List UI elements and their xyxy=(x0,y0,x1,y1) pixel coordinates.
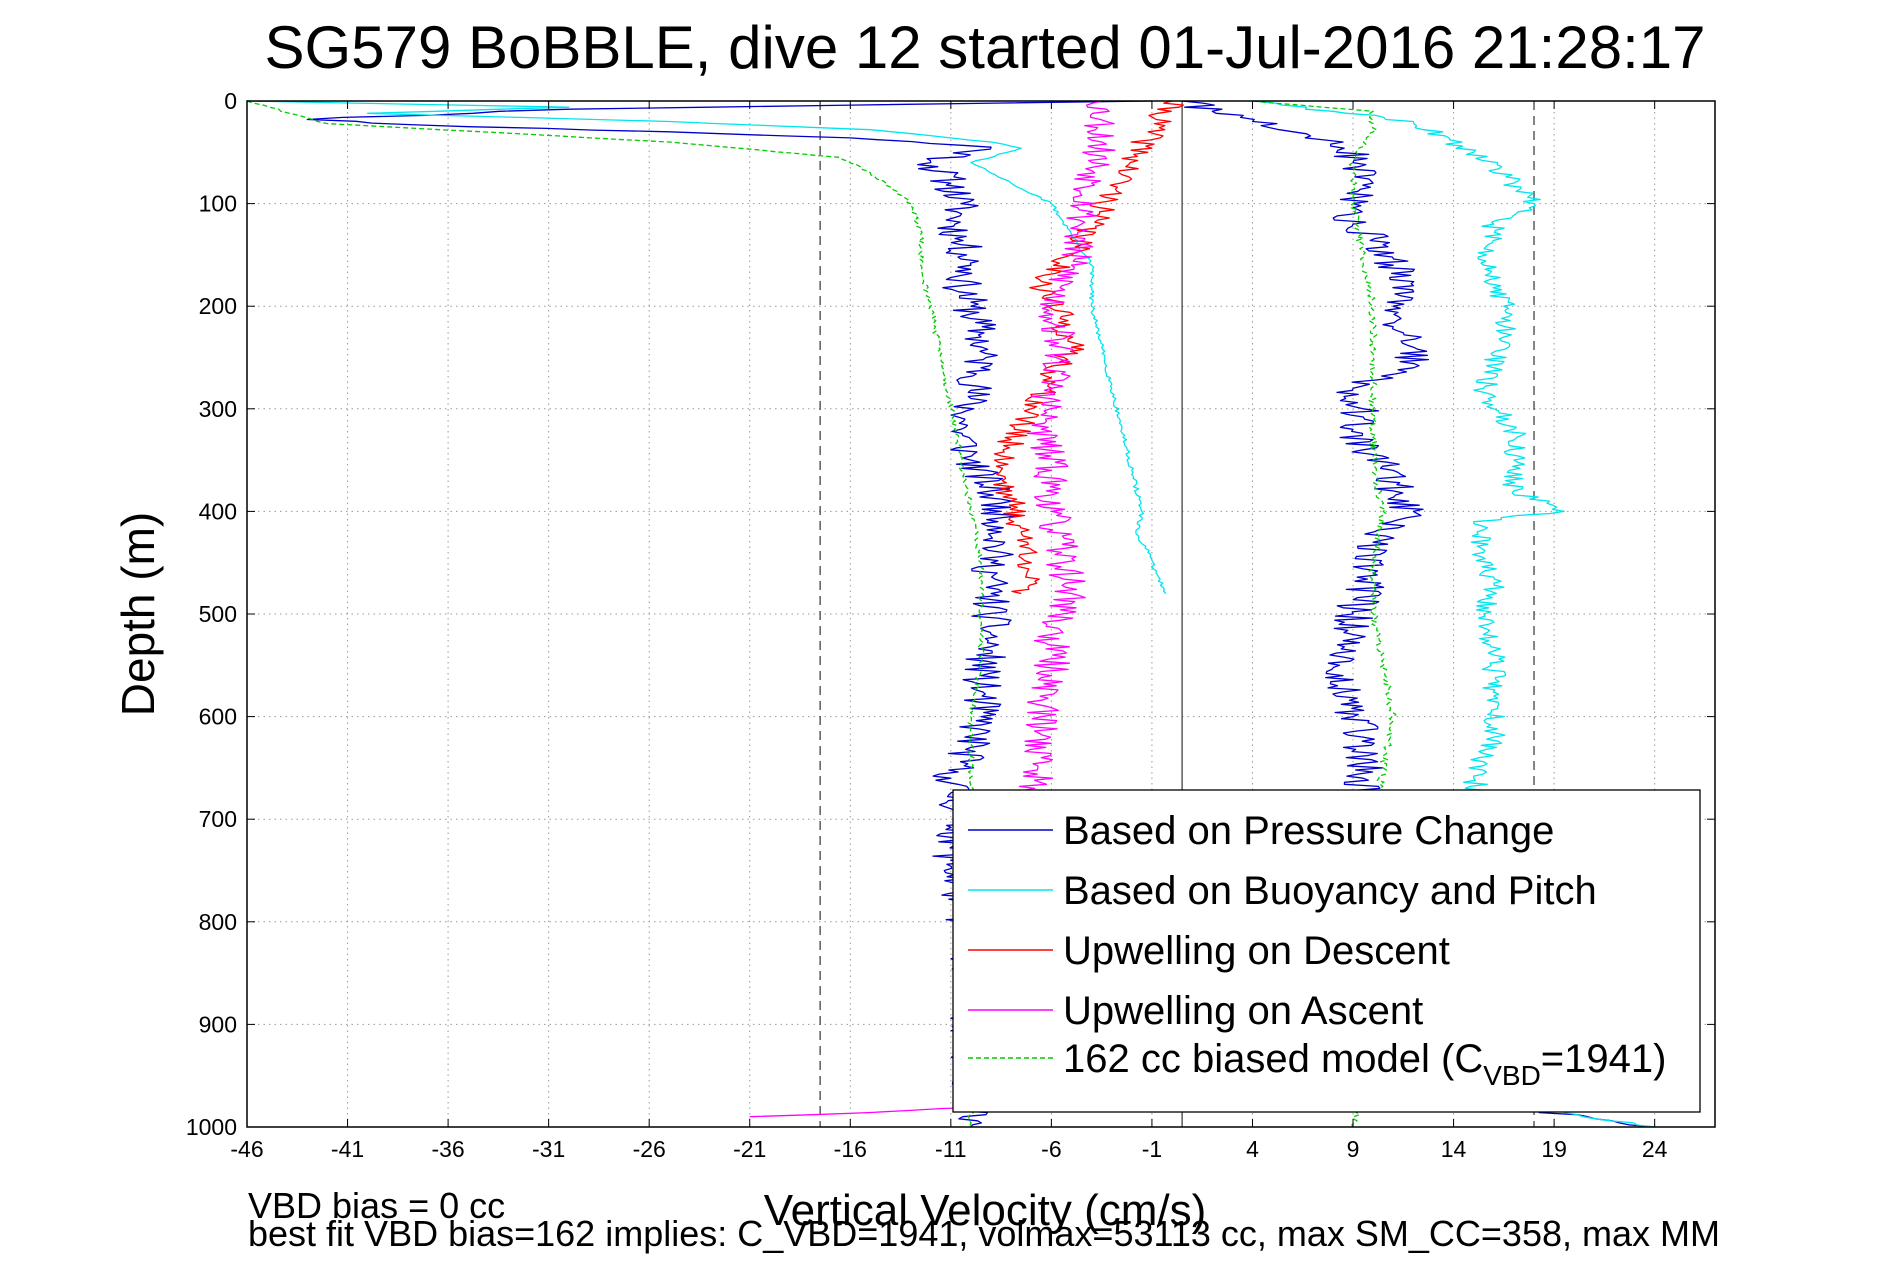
x-tick-label-2: -36 xyxy=(431,1136,464,1162)
legend-label-4: 162 cc biased model (CVBD=1941) xyxy=(1063,1037,1666,1091)
series-line-7 xyxy=(1252,100,1397,1128)
y-tick-label-2: 200 xyxy=(199,293,237,319)
x-tick-label-7: -11 xyxy=(935,1136,967,1162)
x-tick-label-14: 24 xyxy=(1642,1136,1668,1162)
y-tick-label-1: 100 xyxy=(199,191,237,217)
series-line-4 xyxy=(993,100,1185,595)
x-tick-label-6: -16 xyxy=(834,1136,867,1162)
x-tick-label-8: -6 xyxy=(1041,1136,1061,1162)
x-tick-label-1: -41 xyxy=(331,1136,364,1162)
x-tick-label-13: 19 xyxy=(1541,1136,1567,1162)
y-tick-label-8: 800 xyxy=(199,909,237,935)
legend-label-2: Upwelling on Descent xyxy=(1063,929,1450,973)
y-tick-label-9: 900 xyxy=(199,1011,237,1037)
y-tick-label-6: 600 xyxy=(199,704,237,730)
x-tick-label-9: -1 xyxy=(1142,1136,1162,1162)
series-line-2 xyxy=(246,100,1167,594)
legend-label-3: Upwelling on Ascent xyxy=(1063,989,1423,1033)
footnote-vbd-bias: VBD bias = 0 cc xyxy=(248,1185,505,1226)
legend-label-1: Based on Buoyancy and Pitch xyxy=(1063,869,1597,913)
x-tick-label-5: -21 xyxy=(733,1136,766,1162)
y-axis-label: Depth (m) xyxy=(112,512,164,716)
x-tick-label-4: -26 xyxy=(633,1136,666,1162)
legend: Based on Pressure Change Based on Buoyanc… xyxy=(952,789,1701,1113)
y-tick-label-10: 1000 xyxy=(186,1114,237,1140)
y-tick-label-7: 700 xyxy=(199,806,237,832)
y-tick-label-5: 500 xyxy=(199,601,237,627)
x-tick-label-11: 9 xyxy=(1347,1136,1360,1162)
x-tick-labels: -46 -41 -36 -31 -26 -21 -16 -11 -6 -1 4 9 14 19 24 xyxy=(230,101,1668,1162)
x-tick-label-10: 4 xyxy=(1246,1136,1259,1162)
x-tick-label-0: -46 xyxy=(230,1136,263,1162)
legend-box xyxy=(952,789,1701,1113)
footnote-best-fit: best fit VBD bias=162 implies: C_VBD=194… xyxy=(248,1213,1720,1254)
y-tick-label-3: 300 xyxy=(199,396,237,422)
chart-title: SG579 BoBBLE, dive 12 started 01-Jul-201… xyxy=(265,14,1706,81)
legend-label-0: Based on Pressure Change xyxy=(1063,809,1554,853)
y-tick-label-4: 400 xyxy=(199,498,237,524)
x-tick-label-3: -31 xyxy=(532,1136,565,1162)
x-tick-label-12: 14 xyxy=(1441,1136,1467,1162)
grid-lines xyxy=(246,100,1715,1128)
y-tick-labels: 0 100 200 300 400 500 600 700 800 900 1000 xyxy=(186,88,1715,1140)
series-line-6 xyxy=(246,100,985,1128)
y-tick-label-0: 0 xyxy=(224,88,237,114)
x-axis-label: Vertical Velocity (cm/s) xyxy=(764,1186,1207,1235)
